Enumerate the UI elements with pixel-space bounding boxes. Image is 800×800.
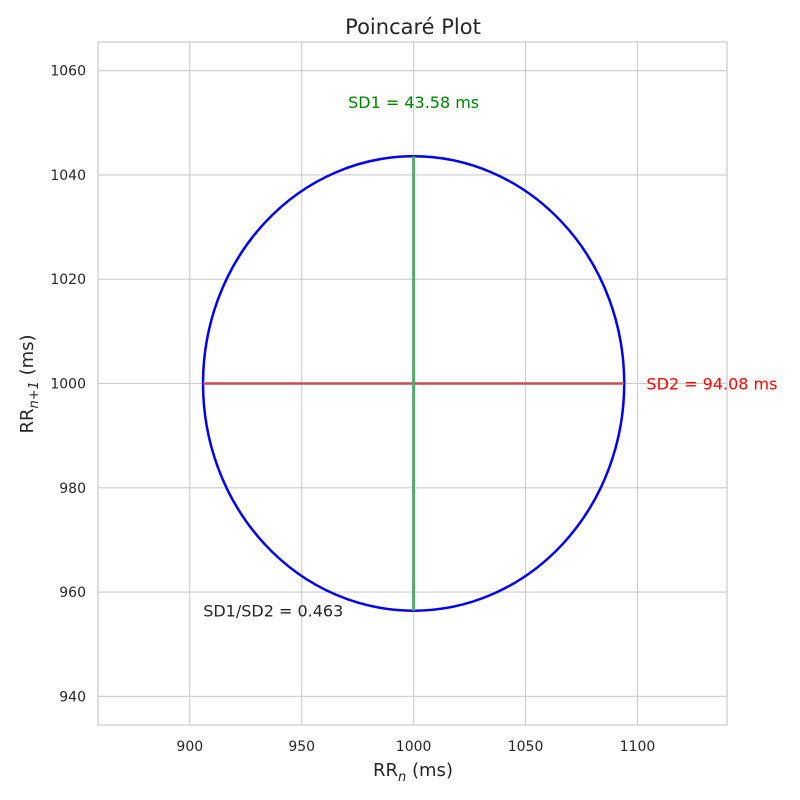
chart-marks xyxy=(201,155,626,612)
y-axis-label-sub: n+1 xyxy=(27,381,42,408)
x-axis-label: RRn (ms) xyxy=(373,760,453,785)
sd1-annotation: SD1 = 43.58 ms xyxy=(348,93,479,112)
y-axis-label: RRn+1 (ms) xyxy=(17,334,42,433)
y-tick-label: 1000 xyxy=(50,377,86,393)
chart-title: Poincaré Plot xyxy=(345,15,481,39)
y-tick-label: 1040 xyxy=(50,168,86,184)
plot-frame xyxy=(97,41,728,726)
tick-labels: 900 950 1000 1050 1100 940 960 980 1000 1020 1040 1… xyxy=(50,64,655,755)
x-tick-label: 1100 xyxy=(620,739,656,755)
y-tick-label: 960 xyxy=(59,585,86,601)
x-tick-label: 950 xyxy=(288,739,315,755)
x-tick-label: 1000 xyxy=(396,739,432,755)
x-axis-label-base: RR xyxy=(373,760,398,781)
y-tick-label: 940 xyxy=(59,689,86,705)
ratio-annotation: SD1/SD2 = 0.463 xyxy=(203,601,343,620)
x-tick-label: 900 xyxy=(176,739,203,755)
sd2-annotation: SD2 = 94.08 ms xyxy=(646,375,777,394)
y-tick-label: 1020 xyxy=(50,272,86,288)
annotations: SD1 = 43.58 ms SD2 = 94.08 ms SD1/SD2 = 0.… xyxy=(203,93,777,620)
y-tick-label: 980 xyxy=(59,481,86,497)
x-axis-label-suffix: (ms) xyxy=(406,760,453,781)
x-tick-label: 1050 xyxy=(508,739,544,755)
x-axis-label-sub: n xyxy=(398,770,406,785)
y-tick-label: 1060 xyxy=(50,64,86,80)
y-axis-label-base: RR xyxy=(17,409,38,434)
y-axis-label-suffix: (ms) xyxy=(17,334,38,381)
